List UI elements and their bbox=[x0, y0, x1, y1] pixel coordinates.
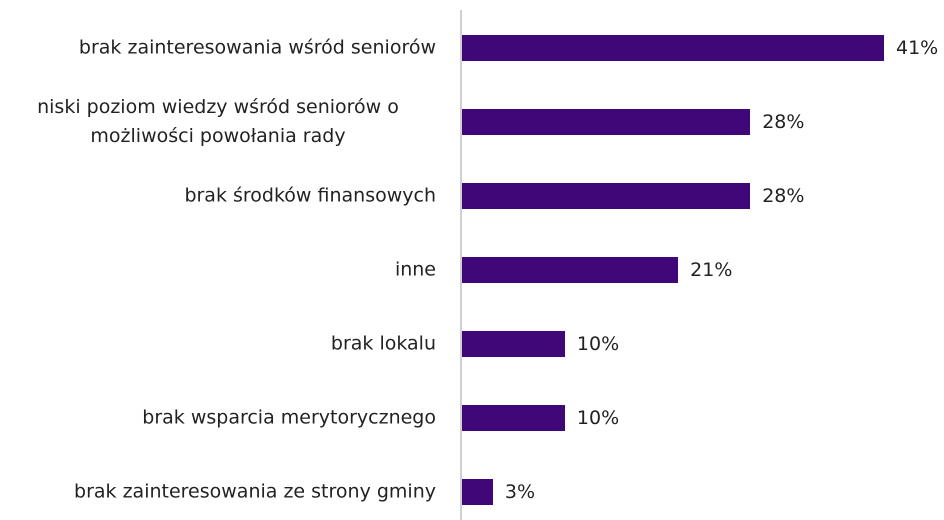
category-label-box: brak zainteresowania ze strony gminy bbox=[0, 478, 436, 507]
category-label: brak wsparcia merytorycznego bbox=[142, 406, 436, 429]
value-label: 21% bbox=[690, 259, 733, 281]
value-label: 10% bbox=[576, 407, 620, 429]
category-label-box: brak zainteresowania wśród seniorów bbox=[0, 34, 436, 63]
bar bbox=[462, 257, 679, 283]
category-label: brak środków finansowych bbox=[184, 184, 436, 207]
value-label: 41% bbox=[896, 37, 939, 59]
category-label: niski poziom wiedzy wśród seniorów o moż… bbox=[37, 96, 399, 147]
category-label-box: brak wsparcia merytorycznego bbox=[0, 404, 436, 433]
category-label: inne bbox=[394, 258, 436, 281]
category-label: brak lokalu bbox=[330, 332, 436, 355]
value-label: 10% bbox=[576, 333, 620, 355]
category-label: brak zainteresowania wśród seniorów bbox=[78, 36, 436, 59]
axis-line bbox=[460, 10, 462, 520]
bar bbox=[462, 331, 565, 357]
value-label: 28% bbox=[762, 111, 805, 133]
value-label: 3% bbox=[504, 481, 536, 503]
category-label-box: inne bbox=[0, 256, 436, 285]
bar bbox=[462, 479, 493, 505]
value-label: 28% bbox=[762, 185, 805, 207]
category-label-box: niski poziom wiedzy wśród seniorów o moż… bbox=[0, 93, 436, 151]
bar bbox=[462, 405, 565, 431]
category-label-box: brak lokalu bbox=[0, 330, 436, 359]
bar bbox=[462, 35, 884, 61]
bar bbox=[462, 109, 751, 135]
category-label-box: brak środków finansowych bbox=[0, 182, 436, 211]
bar bbox=[462, 183, 751, 209]
category-label: brak zainteresowania ze strony gminy bbox=[74, 480, 436, 503]
